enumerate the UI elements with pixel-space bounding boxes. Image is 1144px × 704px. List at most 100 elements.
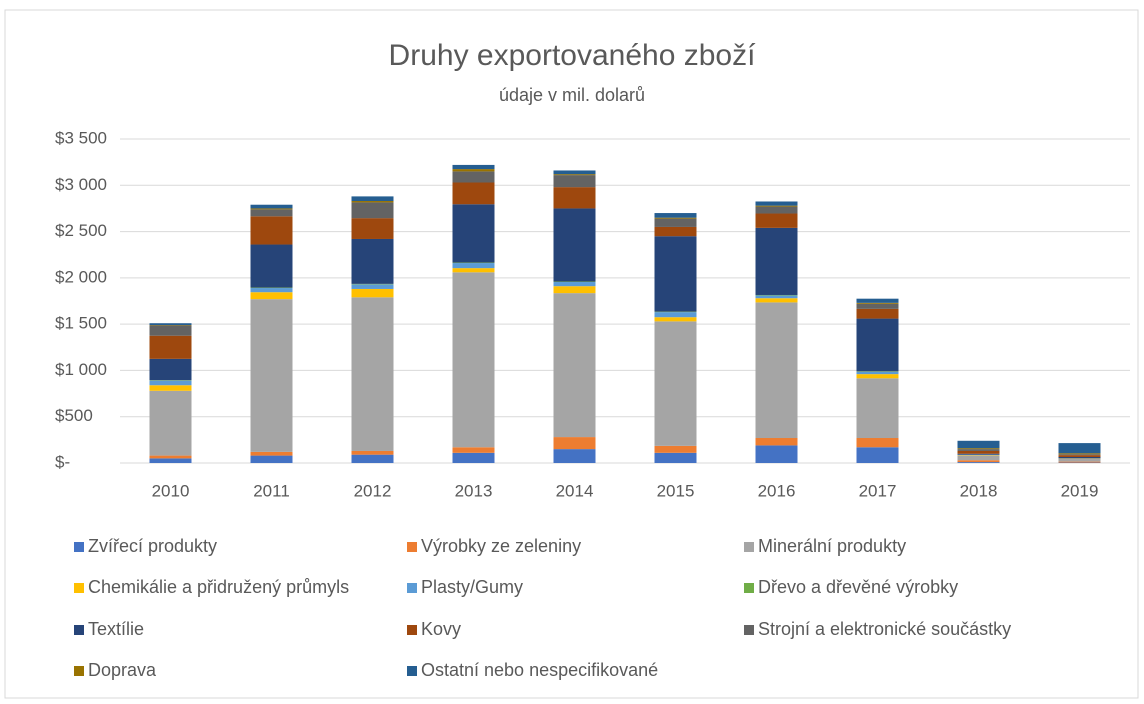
bar-segment: [654, 317, 697, 322]
bar-segment: [654, 445, 697, 453]
x-tick-label: 2016: [758, 481, 796, 500]
bar-segment: [856, 371, 899, 375]
bar-segment: [755, 213, 798, 228]
y-tick-label: $500: [55, 406, 93, 425]
bar-segment: [553, 437, 596, 450]
bar-segment: [553, 174, 596, 176]
bar-segment: [654, 452, 697, 463]
legend-swatch: [407, 666, 417, 676]
bar-segment: [1058, 461, 1101, 463]
bar-segment: [957, 440, 1000, 449]
bar-segment: [856, 308, 899, 319]
bar-segment: [755, 227, 798, 295]
bar-segment: [452, 263, 495, 269]
bar-segment: [755, 201, 798, 206]
bar-segment: [149, 335, 192, 359]
bar-segment: [654, 312, 697, 318]
bar-segment: [654, 226, 697, 237]
bar-segment: [654, 236, 697, 312]
legend-label: Strojní a elektronické součástky: [758, 619, 1011, 639]
bar-segment: [856, 447, 899, 463]
bar-segment: [856, 378, 899, 439]
bar-segment: [1058, 453, 1101, 455]
bar-segment: [452, 169, 495, 172]
bar-segment: [553, 282, 596, 287]
legend-swatch: [744, 625, 754, 635]
y-tick-label: $3 000: [55, 175, 107, 194]
y-tick-label: $-: [55, 452, 70, 471]
legend-swatch: [744, 583, 754, 593]
bar-segment: [452, 268, 495, 273]
x-tick-label: 2014: [556, 481, 594, 500]
bar-segment: [654, 218, 697, 227]
bar-segment: [452, 204, 495, 263]
legend-label: Chemikálie a přidružený průmyls: [88, 577, 349, 597]
bar-segment: [351, 450, 394, 455]
legend-swatch: [74, 625, 84, 635]
chart-subtitle: údaje v mil. dolarů: [499, 85, 645, 105]
bar-segment: [553, 187, 596, 209]
legend-swatch: [74, 666, 84, 676]
bar-segment: [250, 204, 293, 209]
legend-label: Ostatní nebo nespecifikované: [421, 660, 658, 680]
bar-segment: [957, 453, 1000, 455]
legend-label: Plasty/Gumy: [421, 577, 523, 597]
bar-segment: [351, 454, 394, 463]
bar-segment: [654, 213, 697, 218]
bar-segment: [452, 447, 495, 453]
legend-label: Kovy: [421, 619, 461, 639]
chart-title: Druhy exportovaného zboží: [389, 39, 757, 72]
bar-segment: [250, 292, 293, 300]
bar-segment: [250, 288, 293, 293]
bar-segment: [957, 460, 1000, 463]
x-tick-label: 2010: [152, 481, 190, 500]
bar-segment: [149, 385, 192, 391]
bar-segment: [351, 196, 394, 202]
x-tick-label: 2011: [253, 481, 290, 500]
bar-segment: [957, 448, 1000, 450]
bar-segment: [755, 445, 798, 463]
bar-segment: [250, 451, 293, 456]
bar-segment: [755, 206, 798, 214]
bar-segment: [1058, 458, 1101, 462]
bar-segment: [553, 293, 596, 438]
bar-segment: [755, 302, 798, 439]
bar-segment: [957, 449, 1000, 451]
bar-segment: [452, 272, 495, 448]
bar-segment: [149, 325, 192, 336]
legend-label: Zvířecí produkty: [88, 536, 217, 556]
bar-segment: [351, 284, 394, 289]
bar-segment: [553, 286, 596, 294]
legend-label: Minerální produkty: [758, 536, 906, 556]
bar-segment: [553, 208, 596, 282]
bar-segment: [856, 303, 899, 309]
bar-segment: [1058, 456, 1101, 459]
bar-segment: [250, 244, 293, 288]
x-tick-label: 2012: [354, 481, 392, 500]
x-tick-label: 2017: [859, 481, 897, 500]
legend-swatch: [407, 583, 417, 593]
bar-segment: [856, 302, 899, 304]
y-tick-label: $2 500: [55, 221, 107, 240]
bar-segment: [553, 170, 596, 175]
bar-segment: [654, 321, 697, 446]
legend-swatch: [74, 583, 84, 593]
y-tick-label: $1 000: [55, 360, 107, 379]
bar-segment: [351, 218, 394, 239]
bar-segment: [957, 462, 1000, 463]
legend-label: Výrobky ze zeleniny: [421, 536, 581, 556]
legend-swatch: [744, 542, 754, 552]
bar-segment: [351, 288, 394, 298]
bar-segment: [452, 171, 495, 183]
legend-swatch: [407, 625, 417, 635]
bar-segment: [1058, 454, 1101, 456]
bar-segment: [755, 298, 798, 303]
bar-segment: [1058, 455, 1101, 457]
bar-segment: [149, 380, 192, 386]
bar-segment: [351, 202, 394, 219]
bar-segment: [149, 323, 192, 326]
bar-segment: [351, 201, 394, 203]
y-tick-label: $3 500: [55, 128, 107, 147]
bar-segment: [957, 450, 1000, 454]
